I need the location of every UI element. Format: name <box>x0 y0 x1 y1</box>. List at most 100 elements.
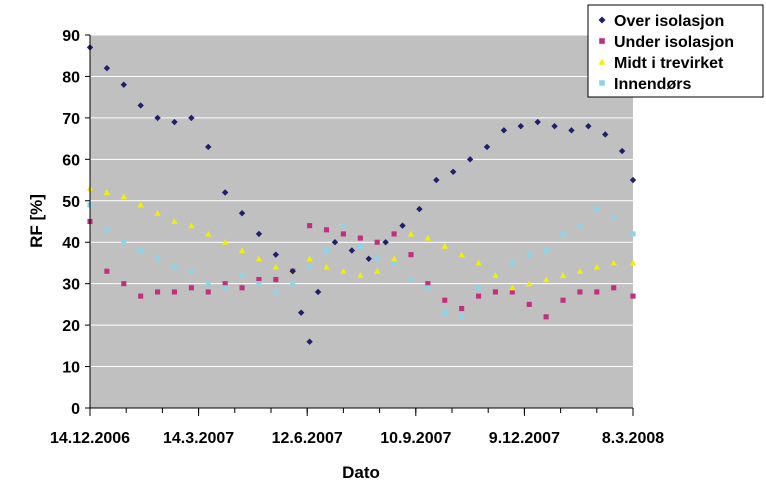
data-point <box>155 289 161 295</box>
data-point <box>602 131 609 138</box>
data-point <box>577 289 583 295</box>
data-point <box>425 285 431 291</box>
data-point <box>238 247 246 254</box>
data-point <box>154 114 161 122</box>
data-point <box>629 176 637 184</box>
data-point <box>272 263 280 270</box>
data-point <box>441 243 448 249</box>
data-point <box>314 288 322 296</box>
data-point <box>382 239 389 246</box>
data-point <box>121 239 127 245</box>
data-point <box>188 222 195 229</box>
series-1 <box>87 218 636 320</box>
data-point <box>171 218 178 225</box>
data-point <box>475 293 482 299</box>
data-point <box>188 114 195 122</box>
data-point <box>357 235 363 241</box>
data-point <box>408 276 414 283</box>
data-point <box>424 234 432 241</box>
legend-label: Over isolasjon <box>614 13 724 30</box>
axes: 0 10 20 30 40 50 60 70 80 90 14.12.2006 14.3.2007 12… <box>50 28 664 447</box>
y-tick-label: 50 <box>62 194 80 211</box>
y-tick-label: 60 <box>62 152 80 169</box>
y-tick-label: 0 <box>71 401 80 418</box>
data-point <box>137 201 144 208</box>
data-point <box>551 122 558 130</box>
legend-marker <box>599 38 605 44</box>
data-point <box>475 259 482 266</box>
data-point <box>630 231 636 237</box>
data-point <box>466 156 474 163</box>
x-tick-label: 14.12.2006 <box>50 430 130 447</box>
data-point <box>323 263 330 270</box>
data-point <box>526 280 533 287</box>
data-point <box>576 268 584 274</box>
plot-area <box>90 35 633 408</box>
data-point <box>610 259 617 266</box>
data-point <box>104 227 110 233</box>
data-point <box>340 223 346 229</box>
data-point <box>585 122 592 130</box>
data-point <box>222 281 228 287</box>
data-point <box>103 189 111 196</box>
data-point <box>104 268 110 274</box>
y-tick-label: 90 <box>62 28 80 45</box>
data-point <box>509 289 515 295</box>
data-point <box>171 264 178 270</box>
data-point <box>188 268 194 274</box>
data-point <box>256 276 262 283</box>
legend-marker <box>598 16 606 24</box>
y-tick-label: 70 <box>62 111 80 128</box>
series-0 <box>86 44 637 345</box>
data-point <box>500 127 508 134</box>
data-points <box>86 44 637 345</box>
data-point <box>560 231 566 237</box>
data-point <box>373 268 381 274</box>
legend-label: Innendørs <box>614 76 691 93</box>
data-point <box>442 310 448 316</box>
data-point <box>137 102 144 109</box>
data-point <box>255 230 263 238</box>
data-point <box>450 168 457 175</box>
data-point <box>593 263 600 270</box>
data-point <box>357 243 363 249</box>
legend-marker <box>599 80 605 86</box>
data-point <box>475 285 482 291</box>
data-point <box>611 285 617 291</box>
x-axis-title: Dato <box>342 463 380 482</box>
data-point <box>390 255 398 262</box>
data-point <box>374 256 380 262</box>
data-point <box>348 247 356 254</box>
data-point <box>526 301 532 307</box>
data-point <box>459 305 465 312</box>
data-point <box>171 118 178 126</box>
data-point <box>306 338 313 345</box>
y-tick-label: 30 <box>62 277 80 294</box>
data-point <box>433 176 440 184</box>
data-point <box>222 285 228 291</box>
data-point <box>407 230 415 237</box>
data-point <box>138 247 144 254</box>
y-axis-title: RF [%] <box>27 194 46 248</box>
legend-item: Innendørs <box>599 76 691 93</box>
data-point <box>629 259 637 266</box>
data-point <box>307 223 313 229</box>
data-point <box>273 289 279 295</box>
data-point <box>542 276 550 283</box>
y-tick-label: 10 <box>62 360 80 377</box>
data-point <box>188 285 194 291</box>
data-point <box>526 252 532 258</box>
data-point <box>594 206 600 212</box>
x-tick-label: 12.6.2007 <box>272 430 343 447</box>
data-point <box>221 189 229 196</box>
data-point <box>534 118 541 126</box>
data-point <box>155 256 161 262</box>
data-point <box>205 230 212 237</box>
y-tick-label: 80 <box>62 69 80 86</box>
data-point <box>357 272 364 278</box>
data-point <box>509 284 516 291</box>
legend-marker <box>598 58 606 65</box>
y-tick-label: 40 <box>62 235 80 252</box>
data-point <box>560 297 566 303</box>
